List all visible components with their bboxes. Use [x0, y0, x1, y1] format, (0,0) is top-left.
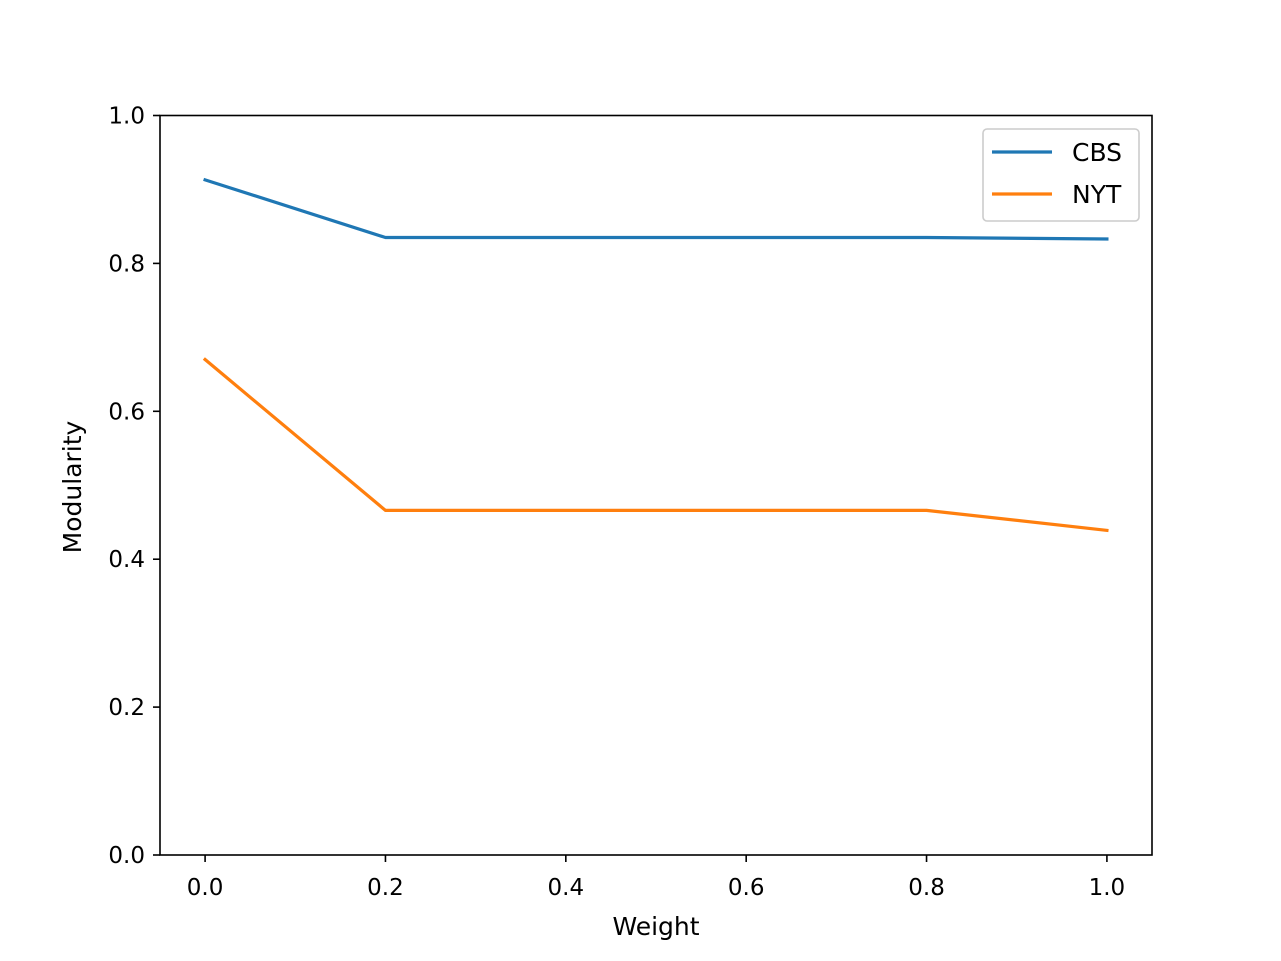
- y-axis-label: Modularity: [58, 420, 87, 553]
- x-tick-label: 1.0: [1089, 875, 1126, 901]
- y-tick-label: 1.0: [108, 104, 145, 130]
- legend-label-cbs: CBS: [1072, 138, 1122, 167]
- x-tick-label: 0.4: [548, 875, 585, 901]
- x-tick-label: 0.8: [908, 875, 945, 901]
- plot-area-frame: [159, 114, 1153, 856]
- legend-label-nyt: NYT: [1072, 180, 1122, 209]
- legend: CBS NYT: [982, 128, 1140, 222]
- x-axis-label: Weight: [612, 912, 699, 941]
- series-line-cbs: [203, 177, 1109, 241]
- y-tick-label: 0.6: [108, 399, 145, 425]
- series-line-nyt: [202, 357, 1109, 533]
- x-axis: 0.0 0.2 0.4 0.6 0.8 1.0: [187, 855, 1125, 901]
- y-axis: 0.0 0.2 0.4 0.6 0.8 1.0: [108, 104, 160, 869]
- y-tick-label: 0.2: [108, 695, 145, 721]
- y-tick-label: 0.8: [108, 251, 145, 277]
- x-tick-label: 0.0: [187, 875, 224, 901]
- x-tick-label: 0.2: [367, 875, 404, 901]
- x-tick-label: 0.6: [728, 875, 765, 901]
- y-tick-label: 0.4: [108, 547, 145, 573]
- series-layer: [202, 177, 1109, 533]
- y-tick-label: 0.0: [108, 843, 145, 869]
